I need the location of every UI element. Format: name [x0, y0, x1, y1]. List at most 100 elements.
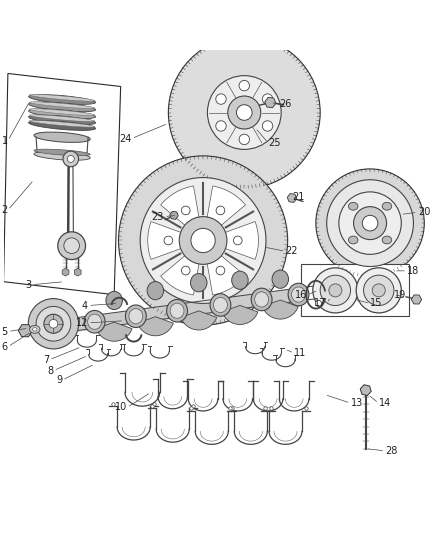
Text: 28: 28 [385, 446, 398, 456]
Text: 23: 23 [152, 212, 164, 222]
Ellipse shape [28, 115, 95, 125]
Circle shape [362, 215, 378, 231]
Wedge shape [222, 305, 258, 325]
Text: 16: 16 [295, 290, 307, 300]
Ellipse shape [125, 305, 146, 327]
Text: 26: 26 [279, 99, 291, 109]
Text: 21: 21 [292, 192, 304, 202]
Text: 2: 2 [2, 205, 8, 215]
Ellipse shape [213, 297, 227, 312]
Ellipse shape [29, 120, 95, 127]
Ellipse shape [32, 328, 37, 331]
Wedge shape [207, 254, 245, 295]
Text: 7: 7 [43, 355, 49, 365]
Circle shape [64, 238, 79, 254]
Circle shape [58, 232, 85, 260]
Text: 4: 4 [82, 301, 88, 311]
Ellipse shape [129, 309, 143, 324]
Wedge shape [148, 222, 184, 260]
Text: 15: 15 [370, 298, 382, 309]
Ellipse shape [28, 95, 95, 104]
Ellipse shape [29, 94, 95, 101]
Text: 22: 22 [286, 246, 298, 256]
Wedge shape [161, 254, 199, 295]
Ellipse shape [34, 151, 90, 160]
Ellipse shape [29, 115, 95, 122]
Ellipse shape [34, 132, 90, 142]
Circle shape [168, 37, 320, 189]
Circle shape [320, 275, 350, 305]
Circle shape [316, 169, 424, 277]
Circle shape [179, 216, 227, 264]
Ellipse shape [254, 292, 268, 307]
Circle shape [237, 104, 252, 120]
Circle shape [49, 319, 58, 328]
Circle shape [181, 266, 190, 275]
Polygon shape [4, 74, 120, 295]
Ellipse shape [288, 283, 309, 306]
Text: 17: 17 [314, 298, 327, 309]
Text: 1: 1 [2, 136, 8, 146]
Text: 13: 13 [350, 398, 363, 408]
Text: 8: 8 [47, 366, 53, 376]
Text: 14: 14 [379, 398, 391, 408]
Text: 12: 12 [76, 318, 88, 328]
Text: 11: 11 [294, 348, 307, 358]
Circle shape [329, 284, 342, 297]
Wedge shape [223, 222, 258, 260]
Text: 24: 24 [119, 134, 131, 143]
Ellipse shape [349, 203, 358, 210]
Ellipse shape [34, 149, 90, 156]
Polygon shape [300, 264, 409, 317]
Circle shape [353, 207, 387, 240]
Ellipse shape [232, 271, 248, 289]
Circle shape [164, 236, 173, 245]
Circle shape [228, 96, 261, 129]
Ellipse shape [251, 288, 272, 311]
Circle shape [364, 275, 394, 305]
Circle shape [119, 156, 288, 325]
Ellipse shape [28, 102, 95, 112]
Ellipse shape [166, 300, 187, 322]
Ellipse shape [84, 310, 105, 333]
Circle shape [372, 284, 385, 297]
Text: 9: 9 [56, 375, 62, 385]
Circle shape [313, 268, 358, 313]
Circle shape [262, 121, 273, 131]
Ellipse shape [292, 287, 305, 302]
Ellipse shape [29, 109, 95, 116]
Ellipse shape [349, 236, 358, 244]
Text: 20: 20 [418, 207, 430, 217]
Text: 19: 19 [394, 290, 406, 300]
Circle shape [28, 298, 78, 349]
Wedge shape [181, 311, 217, 330]
Circle shape [315, 300, 321, 306]
Wedge shape [161, 186, 199, 227]
Circle shape [181, 206, 190, 215]
Ellipse shape [29, 102, 95, 109]
Ellipse shape [28, 109, 95, 119]
Circle shape [216, 121, 226, 131]
Ellipse shape [272, 270, 289, 288]
Ellipse shape [147, 281, 164, 300]
Ellipse shape [30, 326, 40, 333]
Circle shape [262, 94, 273, 104]
Circle shape [239, 80, 250, 91]
Ellipse shape [210, 294, 231, 316]
Wedge shape [138, 317, 173, 336]
Ellipse shape [382, 203, 392, 210]
Circle shape [356, 268, 401, 313]
Circle shape [67, 156, 74, 163]
Text: 25: 25 [268, 138, 281, 148]
Circle shape [239, 134, 250, 144]
Text: 18: 18 [407, 266, 419, 276]
Ellipse shape [88, 314, 102, 329]
Circle shape [191, 228, 215, 253]
Ellipse shape [106, 292, 122, 310]
Circle shape [44, 314, 63, 333]
Circle shape [140, 177, 266, 303]
Circle shape [63, 151, 78, 167]
Text: 10: 10 [115, 402, 127, 413]
Circle shape [216, 206, 225, 215]
Circle shape [339, 192, 401, 254]
